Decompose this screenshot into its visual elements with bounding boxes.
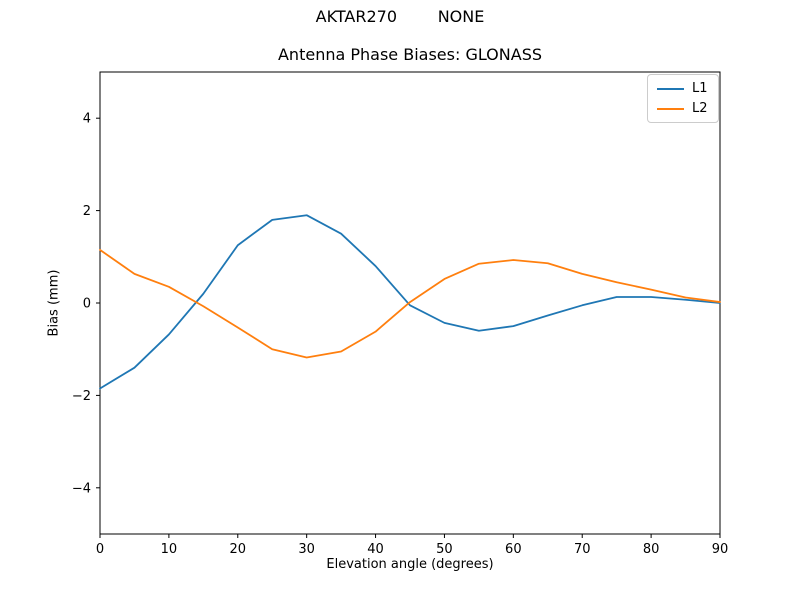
chart-title: Antenna Phase Biases: GLONASS — [277, 45, 542, 64]
y-tick-label: 2 — [83, 204, 91, 219]
x-tick-label: 50 — [436, 542, 453, 557]
x-tick-label: 20 — [230, 542, 247, 557]
x-tick-label: 60 — [505, 542, 522, 557]
x-tick-label: 80 — [643, 542, 660, 557]
y-tick-label: 4 — [83, 112, 91, 127]
legend-item-l2: L2 — [657, 102, 708, 115]
series-line-l1 — [99, 214, 721, 390]
legend-line-swatch-l1 — [657, 87, 684, 90]
legend-label-l1: L1 — [692, 81, 708, 96]
series-line-l2 — [99, 248, 721, 359]
y-axis-label: Bias (mm) — [46, 269, 62, 337]
x-tick-label: 70 — [574, 542, 591, 557]
legend-item-l1: L1 — [657, 82, 708, 95]
x-tick-label: 0 — [96, 542, 104, 557]
y-tick-label: 0 — [83, 297, 91, 312]
x-tick-label: 90 — [712, 542, 729, 557]
y-tick-label: −4 — [72, 481, 91, 496]
legend: L1 L2 — [647, 74, 719, 123]
legend-label-l2: L2 — [692, 101, 708, 116]
figure-suptitle: AKTAR270 NONE — [315, 7, 485, 26]
x-tick-label: 30 — [298, 542, 315, 557]
x-tick-label: 40 — [367, 542, 384, 557]
y-tick-label: −2 — [72, 389, 91, 404]
x-axis-label: Elevation angle (degrees) — [326, 557, 494, 572]
legend-line-swatch-l2 — [657, 107, 684, 110]
x-tick-label: 10 — [161, 542, 178, 557]
